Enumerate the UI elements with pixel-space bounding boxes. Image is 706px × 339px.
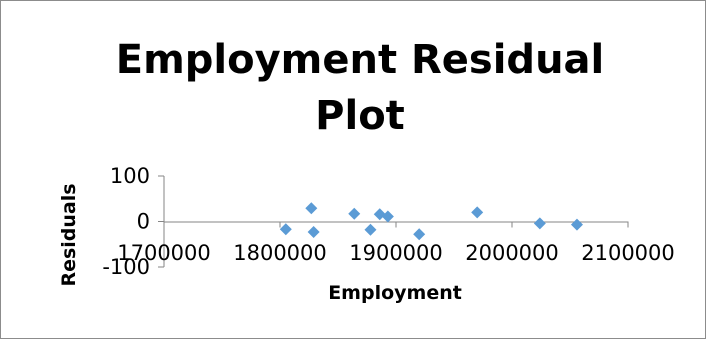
y-tick-label: 0 — [137, 210, 150, 234]
data-point — [305, 202, 318, 215]
x-tick-label: 1800000 — [233, 241, 327, 265]
chart-title-line-1: Employment Residual — [116, 37, 605, 83]
data-point — [533, 217, 546, 230]
y-tick-label: -100 — [102, 255, 150, 279]
data-point — [570, 218, 583, 231]
y-axis-ticks: 100 0 -100 — [102, 164, 164, 279]
y-tick-label: 100 — [110, 164, 150, 188]
data-point — [413, 228, 426, 241]
x-tick-label: 1900000 — [349, 241, 443, 265]
x-axis-ticks: 1700000 1800000 1900000 2000000 2100000 — [117, 221, 675, 265]
chart-title-line-2: Plot — [315, 93, 405, 139]
x-tick-label: 1700000 — [117, 241, 211, 265]
data-point — [381, 210, 394, 223]
data-point — [471, 206, 484, 219]
x-tick-label: 2100000 — [581, 241, 675, 265]
data-point — [348, 207, 361, 220]
data-point — [364, 223, 377, 236]
x-axis-title: Employment — [328, 282, 462, 304]
data-points — [279, 202, 583, 241]
data-point — [307, 225, 320, 238]
data-point — [279, 223, 292, 236]
y-axis-title: Residuals — [58, 183, 80, 286]
x-tick-label: 2000000 — [465, 241, 559, 265]
